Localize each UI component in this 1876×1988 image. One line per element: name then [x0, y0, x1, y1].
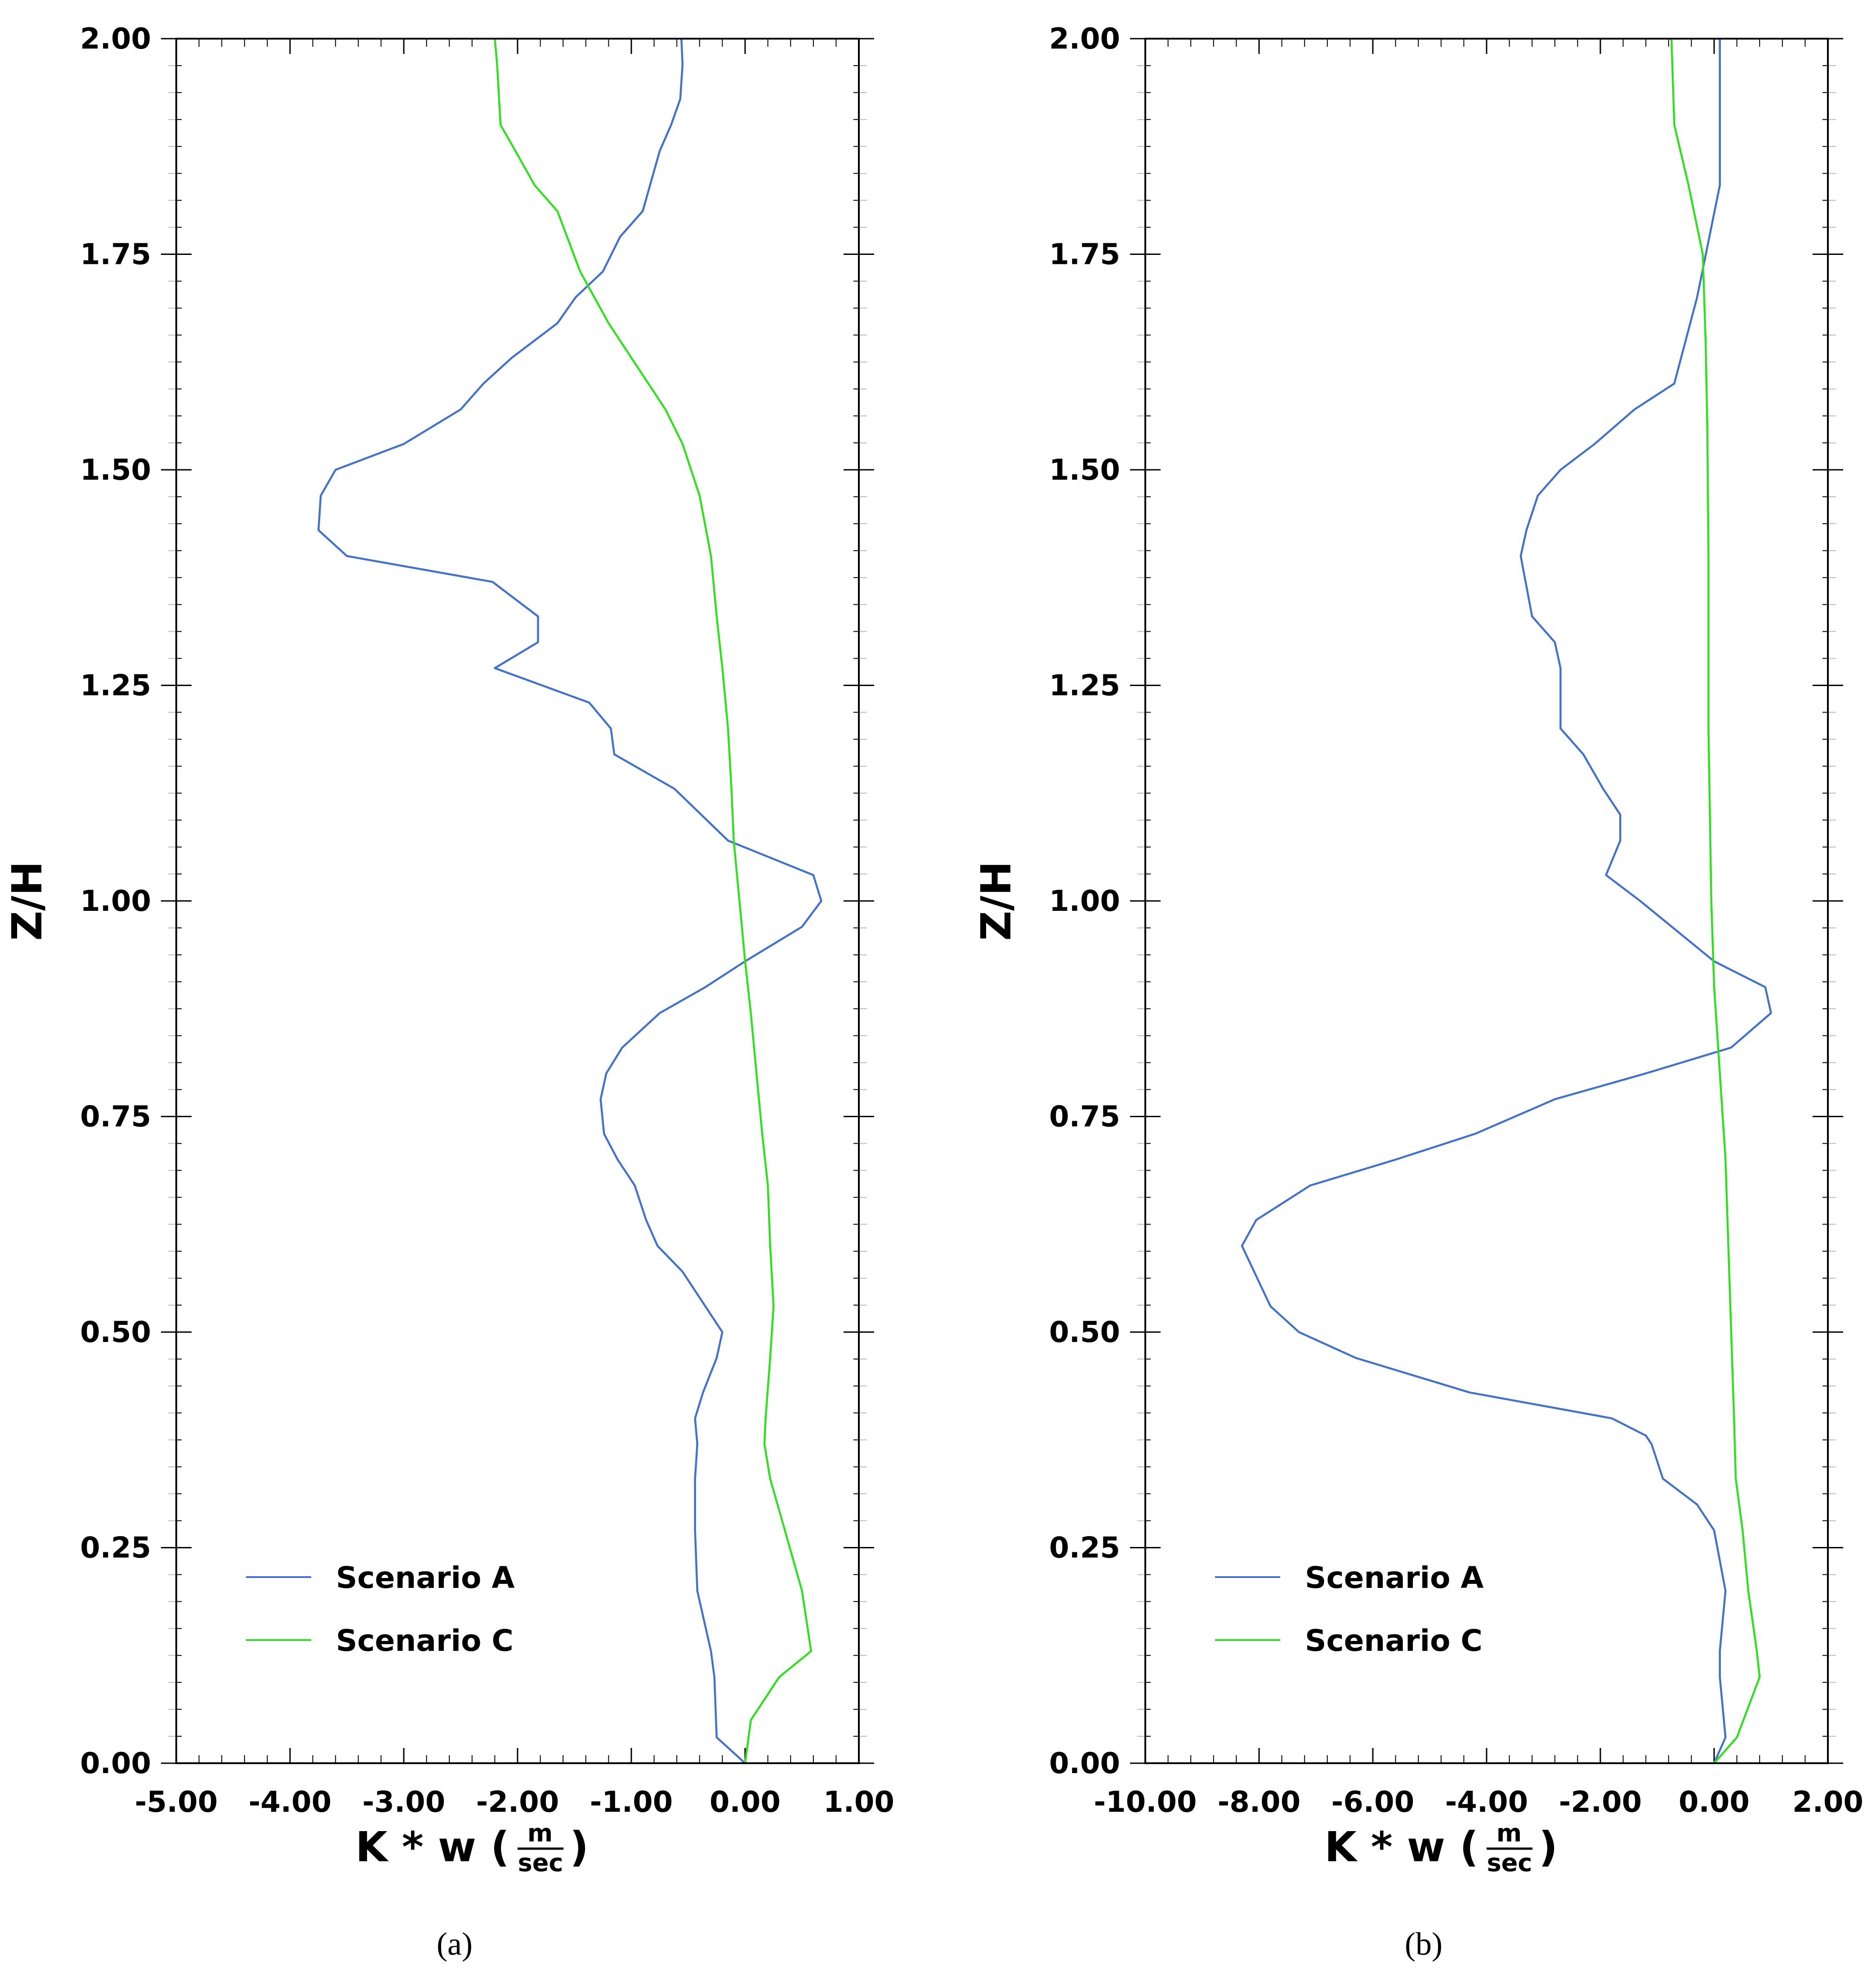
- x-axis-title: K * w ( m sec ): [1324, 1819, 1558, 1877]
- x-tick-label: -6.00: [1331, 1786, 1414, 1819]
- x-axis-title-prefix: K * w (: [1324, 1823, 1478, 1871]
- x-axis-title: K * w ( m sec ): [355, 1819, 589, 1877]
- x-tick-label: -4.00: [249, 1786, 331, 1819]
- x-tick-label: -4.00: [1445, 1786, 1528, 1819]
- minor-ticks: [1137, 38, 1836, 1764]
- panel-caption-b: (b): [1405, 1926, 1443, 1962]
- x-tick-label: -10.00: [1094, 1786, 1197, 1819]
- x-tick-label: 2.00: [1792, 1786, 1863, 1819]
- major-ticks: [161, 38, 874, 1764]
- x-tick-label: -2.00: [476, 1786, 559, 1819]
- y-tick-label: 1.50: [80, 454, 151, 487]
- y-tick-label: 0.50: [80, 1316, 151, 1349]
- y-tick-label: 0.50: [1049, 1316, 1120, 1349]
- y-tick-label: 0.25: [80, 1532, 151, 1565]
- y-tick-label: 0.25: [1049, 1532, 1120, 1565]
- x-tick-labels: -5.00 -4.00 -3.00 -2.00 -1.00 0.00 1.00: [135, 1786, 894, 1819]
- legend-label-scenario-c: Scenario C: [1305, 1623, 1483, 1658]
- y-tick-label: 1.25: [1049, 669, 1120, 703]
- x-tick-label: 0.00: [710, 1786, 781, 1819]
- y-tick-label: 1.75: [80, 238, 151, 272]
- y-tick-label: 1.25: [80, 669, 151, 703]
- x-tick-label: 0.00: [1679, 1786, 1750, 1819]
- minor-ticks: [168, 38, 867, 1764]
- series-layer: [317, 38, 822, 1764]
- chart-panel-a: -5.00 -4.00 -3.00 -2.00 -1.00 0.00 1.00 0.000.…: [3, 22, 894, 1962]
- series-line-scenario-c: [494, 38, 812, 1764]
- legend-label-scenario-c: Scenario C: [336, 1623, 514, 1658]
- series-line-scenario-a: [317, 38, 822, 1764]
- y-tick-label: 0.75: [80, 1101, 151, 1134]
- x-tick-label: -5.00: [135, 1786, 218, 1819]
- y-tick-label: 2.00: [80, 22, 151, 56]
- series-layer: [1241, 38, 1772, 1764]
- plot-frame: [175, 38, 860, 1764]
- legend-label-scenario-a: Scenario A: [1305, 1560, 1484, 1595]
- chart-panel-b: -10.00 -8.00 -6.00 -4.00 -2.00 0.00 2.00 0.000…: [972, 22, 1863, 1962]
- x-tick-label: -1.00: [590, 1786, 673, 1819]
- y-tick-labels: 0.00 0.25 0.50 0.75 1.00 1.25 1.50 1.75 2.00: [80, 22, 151, 1780]
- x-tick-label: -3.00: [362, 1786, 445, 1819]
- y-axis-title: Z/H: [3, 861, 51, 941]
- y-axis-title: Z/H: [972, 861, 1020, 941]
- y-tick-labels: 0.00 0.25 0.50 0.75 1.00 1.25 1.50 1.75 2.00: [1049, 22, 1120, 1780]
- y-tick-label: 2.00: [1049, 22, 1120, 56]
- y-tick-label: 0.00: [1049, 1747, 1120, 1780]
- legend-label-scenario-a: Scenario A: [336, 1560, 515, 1595]
- legend: Scenario A Scenario C: [246, 1560, 515, 1658]
- x-axis-unit-numerator: m: [1496, 1819, 1522, 1847]
- y-tick-label: 0.00: [80, 1747, 151, 1780]
- y-tick-label: 1.75: [1049, 238, 1120, 272]
- x-axis-title-prefix: K * w (: [355, 1823, 509, 1871]
- x-axis-unit-numerator: m: [527, 1819, 553, 1847]
- panel-caption-a: (a): [437, 1926, 473, 1962]
- plot-frame: [1144, 38, 1829, 1764]
- series-line-scenario-a: [1241, 39, 1772, 1764]
- y-tick-label: 1.00: [1049, 885, 1120, 918]
- x-axis-unit-denominator: sec: [518, 1849, 563, 1877]
- y-tick-label: 0.75: [1049, 1101, 1120, 1134]
- x-axis-title-suffix: ): [570, 1823, 589, 1871]
- y-tick-label: 1.50: [1049, 454, 1120, 487]
- legend: Scenario A Scenario C: [1215, 1560, 1484, 1658]
- x-tick-labels: -10.00 -8.00 -6.00 -4.00 -2.00 0.00 2.00: [1094, 1786, 1863, 1819]
- x-tick-label: -2.00: [1559, 1786, 1642, 1819]
- x-tick-label: -8.00: [1218, 1786, 1300, 1819]
- major-ticks: [1130, 38, 1843, 1764]
- x-tick-label: 1.00: [823, 1786, 894, 1819]
- y-tick-label: 1.00: [80, 885, 151, 918]
- x-axis-title-suffix: ): [1539, 1823, 1558, 1871]
- x-axis-unit-denominator: sec: [1487, 1849, 1532, 1877]
- series-line-scenario-c: [1670, 38, 1761, 1764]
